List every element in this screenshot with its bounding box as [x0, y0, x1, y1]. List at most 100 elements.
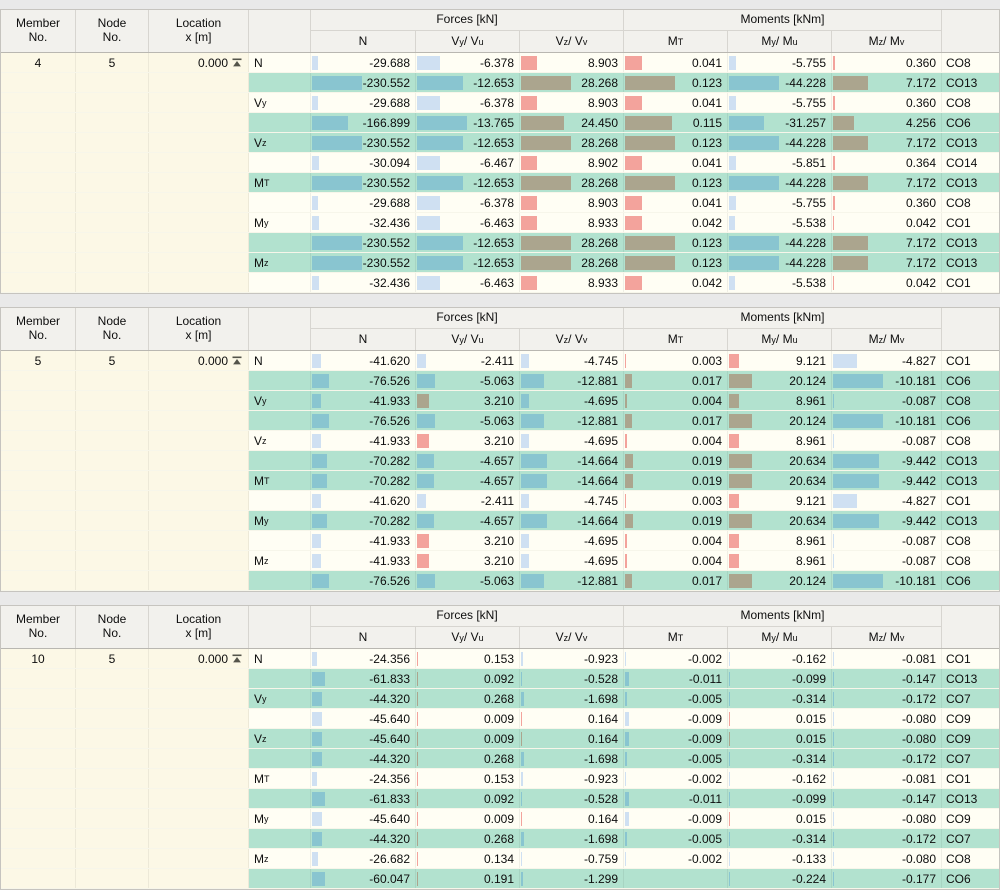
table-row[interactable]: -61.833 0.092 -0.528 -0.011 -0.099 -0.147 CO13 [1, 669, 999, 689]
row-quantity-label [249, 193, 311, 212]
value-text: -41.933 [369, 533, 410, 548]
value-text: 0.191 [483, 871, 514, 886]
col-header-member-no: Member No. [1, 606, 76, 648]
table-row[interactable]: -76.526 -5.063 -12.881 0.017 20.124 -10.181 CO… [1, 571, 999, 591]
value-text: -45.640 [369, 711, 410, 726]
row-quantity-label [249, 669, 311, 688]
table-row[interactable]: -41.933 3.210 -4.695 0.004 8.961 -0.087 CO8 [1, 531, 999, 551]
value-cell: -5.063 [416, 371, 520, 390]
value-cell: -32.436 [311, 273, 416, 292]
node-no-cell [76, 809, 149, 828]
value-scale-bar [729, 116, 764, 130]
value-cell: -4.657 [416, 511, 520, 530]
value-text: -4.657 [479, 473, 514, 488]
table-row[interactable]: -70.282 -4.657 -14.664 0.019 20.634 -9.442 CO1… [1, 451, 999, 471]
col-header-forces-group: Forces [kN] [311, 606, 624, 627]
value-scale-bar [312, 56, 318, 70]
value-text: -9.442 [901, 453, 936, 468]
table-row[interactable]: -44.320 0.268 -1.698 -0.005 -0.314 -0.172 CO7 [1, 829, 999, 849]
value-scale-bar [729, 156, 736, 170]
table-row[interactable]: 10 5 0.000 N -24.356 0.153 -0.923 -0.002 -0.162 -… [1, 649, 999, 669]
member-no-cell [1, 411, 76, 430]
member-no-cell [1, 213, 76, 232]
value-text: -0.080 [901, 811, 936, 826]
load-combination: CO7 [946, 831, 971, 846]
table-row[interactable]: -44.320 0.268 -1.698 -0.005 -0.314 -0.172 CO7 [1, 749, 999, 769]
value-cell: -9.442 [832, 471, 942, 490]
value-text: -4.695 [583, 533, 618, 548]
load-combination: CO1 [946, 651, 971, 666]
value-cell: 0.009 [416, 709, 520, 728]
location-cell [149, 809, 249, 828]
table-row[interactable]: -76.526 -5.063 -12.881 0.017 20.124 -10.181 CO… [1, 371, 999, 391]
table-row[interactable]: -41.620 -2.411 -4.745 0.003 9.121 -4.827 CO1 [1, 491, 999, 511]
value-text: 7.172 [905, 255, 936, 270]
col-header-member-no: Member No. [1, 10, 76, 52]
table-row[interactable]: -76.526 -5.063 -12.881 0.017 20.124 -10.181 CO… [1, 411, 999, 431]
value-scale-bar [417, 76, 463, 90]
value-text: -0.162 [791, 771, 826, 786]
value-cell: -0.923 [520, 649, 624, 668]
value-cell: -9.442 [832, 511, 942, 530]
table-row[interactable]: M T -24.356 0.153 -0.923 -0.002 -0.162 -0.081 CO… [1, 769, 999, 789]
table-row[interactable]: 5 5 0.000 N -41.620 -2.411 -4.745 0.003 9.121 -4.… [1, 351, 999, 371]
value-scale-bar [833, 236, 868, 250]
value-scale-bar [417, 136, 463, 150]
value-text: 9.121 [795, 353, 826, 368]
table-row[interactable]: -60.047 0.191 -1.299 -0.224 -0.177 CO6 [1, 869, 999, 889]
load-combination-cell: CO13 [942, 669, 999, 688]
value-text: -41.620 [369, 353, 410, 368]
value-scale-bar [729, 256, 779, 270]
value-text: -0.162 [791, 651, 826, 666]
member-no-cell [1, 551, 76, 570]
col-header-co-blank [942, 606, 999, 648]
location-cell [149, 193, 249, 212]
header-line: No. [102, 328, 122, 342]
value-scale-bar [417, 494, 426, 508]
table-row[interactable]: -230.552 -12.653 28.268 0.123 -44.228 7.172 CO… [1, 73, 999, 93]
value-scale-bar [312, 772, 317, 786]
value-text: -0.224 [791, 871, 826, 886]
value-cell: -44.320 [311, 689, 416, 708]
value-scale-bar [417, 216, 440, 230]
load-combination-cell: CO1 [942, 213, 999, 232]
value-scale-bar [312, 852, 318, 866]
table-row[interactable]: M T -230.552 -12.653 28.268 0.123 -44.228 7.172… [1, 173, 999, 193]
value-scale-bar [521, 116, 564, 130]
value-cell: 0.017 [624, 411, 728, 430]
value-cell: -12.653 [416, 133, 520, 152]
table-row[interactable]: 4 5 0.000 N -29.688 -6.378 8.903 0.041 -5.755 0.3… [1, 53, 999, 73]
value-cell: -76.526 [311, 411, 416, 430]
load-combination: CO1 [946, 493, 971, 508]
table-row[interactable]: M T -70.282 -4.657 -14.664 0.019 20.634 -9.442 C… [1, 471, 999, 491]
value-text: 0.041 [691, 55, 722, 70]
table-row[interactable]: -32.436 -6.463 8.933 0.042 -5.538 0.042 CO1 [1, 273, 999, 293]
table-body: 4 5 0.000 N -29.688 -6.378 8.903 0.041 -5.755 0.3… [1, 53, 999, 293]
value-cell: -32.436 [311, 213, 416, 232]
table-row[interactable]: -29.688 -6.378 8.903 0.041 -5.755 0.360 CO8 [1, 193, 999, 213]
table-row[interactable]: -30.094 -6.467 8.902 0.041 -5.851 0.364 CO14 [1, 153, 999, 173]
value-cell: 0.360 [832, 53, 942, 72]
table-row[interactable]: -166.899 -13.765 24.450 0.115 -31.257 4.256 CO… [1, 113, 999, 133]
load-combination-cell: CO13 [942, 253, 999, 272]
value-text: -6.378 [479, 195, 514, 210]
value-scale-bar [729, 76, 779, 90]
table-row[interactable]: -45.640 0.009 0.164 -0.009 0.015 -0.080 CO9 [1, 709, 999, 729]
value-scale-bar [625, 812, 629, 826]
location-cell: 0.000 [149, 649, 249, 668]
value-scale-bar [312, 76, 362, 90]
table-row[interactable]: -230.552 -12.653 28.268 0.123 -44.228 7.172 CO… [1, 233, 999, 253]
table-row[interactable]: -61.833 0.092 -0.528 -0.011 -0.099 -0.147 CO13 [1, 789, 999, 809]
